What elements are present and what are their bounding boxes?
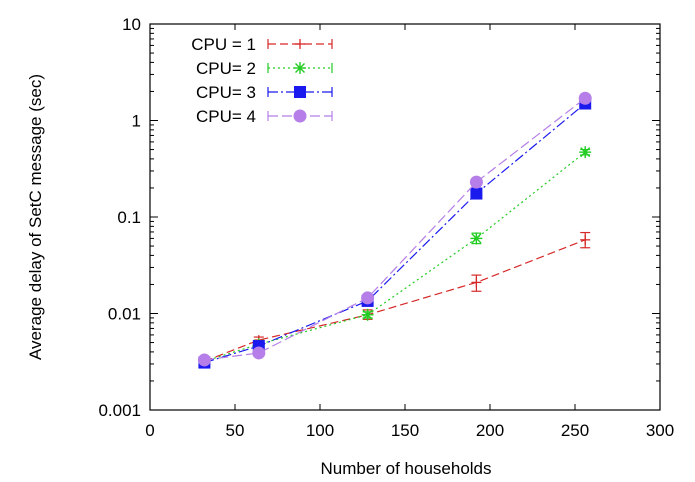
series-layer	[197, 91, 592, 369]
y-tick-label: 0.001	[98, 401, 141, 420]
legend-item: CPU= 2	[196, 59, 333, 78]
legend-item: CPU= 4	[196, 107, 333, 126]
legend: CPU = 1 CPU= 2 CPU= 3 CPU= 4	[191, 35, 333, 126]
x-axis-label: Number of households	[320, 459, 491, 478]
y-axis: 0.001 0.01 0.1 1 10	[98, 15, 660, 420]
series-line	[204, 97, 586, 361]
legend-label: CPU= 4	[196, 107, 256, 126]
series-4	[197, 91, 592, 367]
x-tick-label: 250	[561, 421, 589, 440]
x-tick-label: 50	[226, 421, 245, 440]
data-point	[578, 91, 592, 105]
y-tick-label: 1	[132, 112, 141, 131]
data-point	[469, 175, 483, 189]
series-2	[198, 146, 592, 368]
plot-frame	[149, 23, 661, 411]
y-axis-label: Average delay of SetC message (sec)	[26, 74, 45, 360]
x-tick-label: 200	[476, 421, 504, 440]
x-tick-label: 150	[391, 421, 419, 440]
data-point	[471, 277, 482, 288]
x-tick-label: 100	[306, 421, 334, 440]
data-point	[470, 232, 483, 245]
legend-label: CPU= 3	[196, 83, 256, 102]
legend-item: CPU= 3	[196, 83, 333, 102]
plot-area	[149, 23, 661, 411]
data-point	[361, 291, 375, 305]
legend-marker	[294, 86, 306, 98]
legend-marker	[295, 39, 305, 49]
series-line	[204, 103, 586, 364]
series-3	[198, 97, 592, 369]
y-tick-label: 0.01	[108, 305, 141, 324]
data-point	[252, 346, 266, 360]
x-tick-label: 0	[145, 421, 154, 440]
data-point	[580, 234, 591, 245]
data-point	[579, 146, 592, 159]
legend-item: CPU = 1	[191, 35, 333, 54]
y-tick-label: 0.1	[117, 208, 141, 227]
series-line	[204, 151, 586, 362]
legend-label: CPU = 1	[191, 35, 256, 54]
legend-marker	[294, 62, 306, 74]
y-tick-label: 10	[122, 15, 141, 34]
data-point	[470, 187, 483, 200]
x-tick-label: 300	[646, 421, 674, 440]
data-point	[197, 353, 211, 367]
legend-marker	[293, 109, 307, 123]
legend-label: CPU= 2	[196, 59, 256, 78]
data-point	[252, 340, 265, 353]
x-axis: 0 50 100 150 200 250 300	[145, 24, 674, 440]
data-point	[361, 308, 374, 321]
